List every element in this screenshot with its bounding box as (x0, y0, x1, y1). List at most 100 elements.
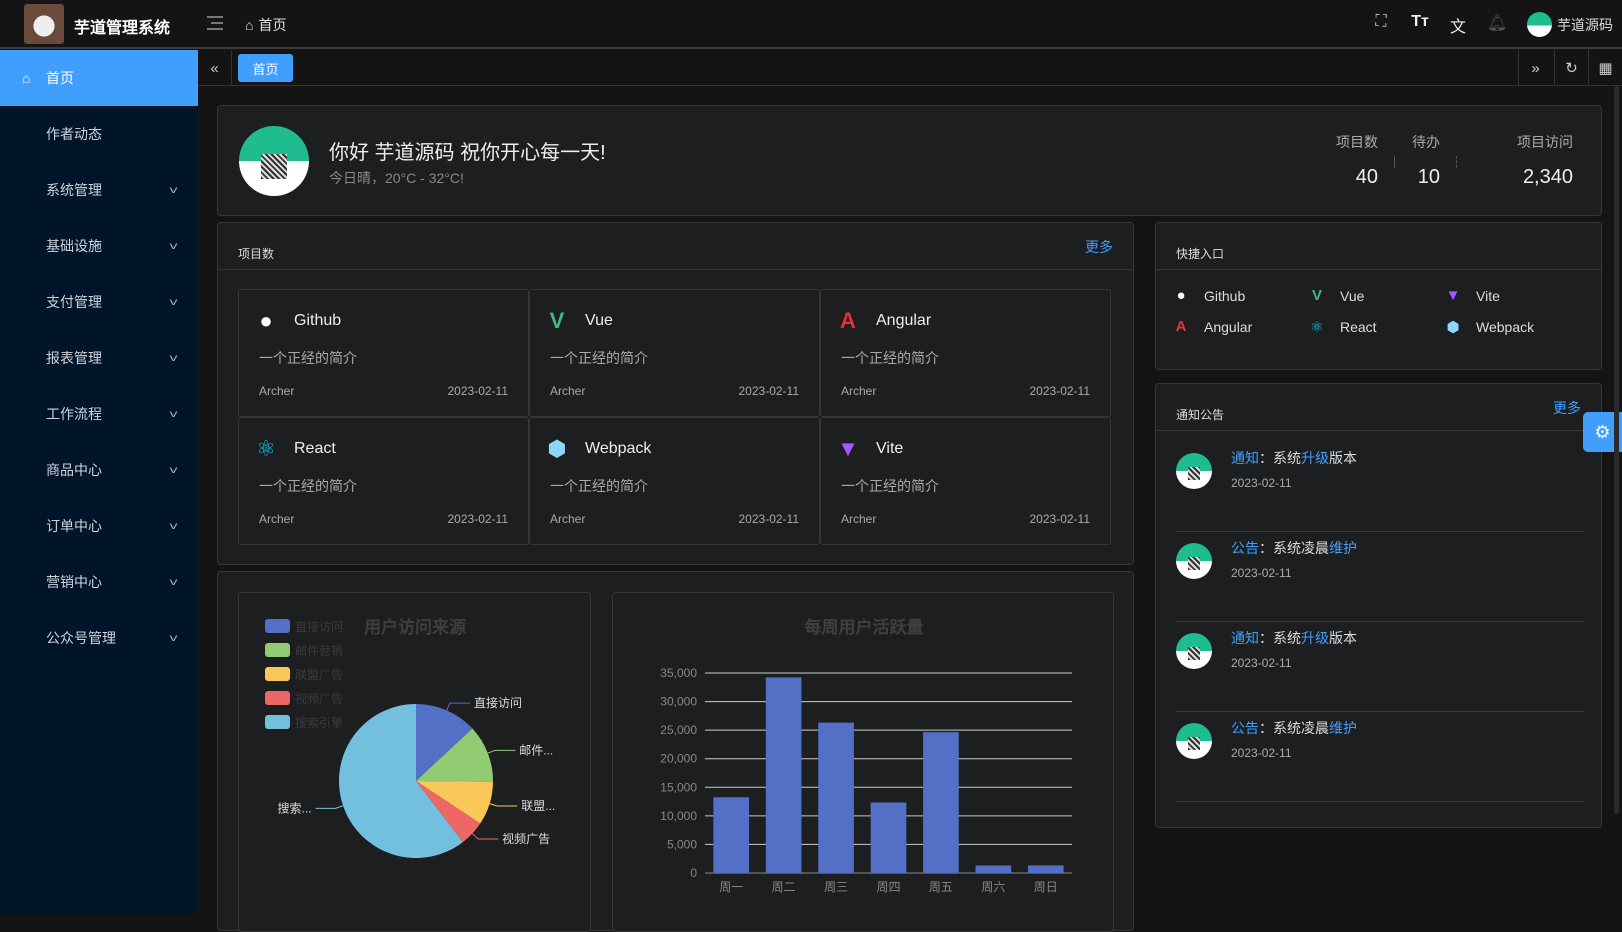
sidebar-item[interactable]: 营销中心 v (0, 554, 198, 610)
greeting: 你好 芋道源码 祝你开心每一天! (329, 142, 606, 164)
shortcut-link[interactable]: ▼ Vite (1444, 287, 1500, 304)
pie-label-line (471, 833, 499, 840)
notices-title: 通知公告 (1156, 384, 1601, 431)
breadcrumb[interactable]: ⌂ 首页 (245, 15, 286, 35)
project-card[interactable]: V Vue 一个正经的简介 Archer 2023-02-11 (529, 289, 820, 417)
bar (818, 722, 854, 873)
projects-title: 项目数 (218, 223, 1133, 270)
chevron-down-icon: v (169, 184, 178, 196)
welcome-avatar (239, 126, 309, 196)
notice-item[interactable]: 通知：系统升级版本 2023-02-11 (1176, 622, 1584, 712)
app-title: 芋道管理系统 (74, 20, 171, 37)
notice-item[interactable]: 通知：系统升级版本 2023-02-11 (1176, 442, 1584, 532)
x-tick-label: 周一 (719, 880, 743, 894)
shortcut-link[interactable]: A Angular (1172, 318, 1253, 335)
tab-home[interactable]: 首页 (238, 54, 293, 82)
home-icon: ⌂ (245, 17, 254, 33)
project-card[interactable]: ⚛ React 一个正经的简介 Archer 2023-02-11 (238, 417, 529, 545)
sidebar-item[interactable]: 系统管理 v (0, 162, 198, 218)
shortcut-label: Webpack (1476, 319, 1535, 335)
bar-chart: 每周用户活跃量 0 5,000 10,000 15,000 20,000 25,000 30,… (660, 617, 1072, 894)
sidebar-item[interactable]: 工作流程 v (0, 386, 198, 442)
notice-type: 公告 (1231, 540, 1259, 556)
project-author: Archer (259, 384, 295, 398)
pie-slice-label: 联盟... (521, 799, 555, 813)
project-card[interactable]: ⬢ Webpack 一个正经的简介 Archer 2023-02-11 (529, 417, 820, 545)
webpack-icon: ⬢ (1446, 319, 1460, 336)
notice-item[interactable]: 公告：系统凌晨维护 2023-02-11 (1176, 532, 1584, 622)
x-tick-label: 周日 (1034, 880, 1058, 894)
notice-sep: ： (1259, 630, 1273, 646)
weather: 今日晴，20°C - 32°C! (329, 170, 464, 186)
shortcut-link[interactable]: V Vue (1308, 287, 1364, 304)
scrollbar[interactable] (1614, 86, 1619, 814)
shortcuts-card: 快捷入口 ● Github V Vue ▼ Vite A Angular ⚛ React ⬢ Webp… (1155, 222, 1602, 370)
notice-highlight: 维护 (1329, 720, 1357, 736)
shortcut-link[interactable]: ⚛ React (1308, 318, 1376, 336)
project-author: Archer (550, 384, 586, 398)
sidebar: ⌂ 首页作者动态 系统管理 v 基础设施 v 支付管理 v 报表管理 v 工作流程 v 商品中心 v 订单中… (0, 50, 198, 914)
angular-icon: A (1175, 318, 1187, 335)
project-card[interactable]: ▼ Vite 一个正经的简介 Archer 2023-02-11 (820, 417, 1111, 545)
sidebar-item[interactable]: 报表管理 v (0, 330, 198, 386)
fullscreen-icon[interactable]: ⛶ (1375, 13, 1387, 30)
sidebar-item[interactable]: 公众号管理 v (0, 610, 198, 666)
y-tick-label: 25,000 (660, 723, 697, 737)
home-icon: ⌂ (22, 70, 31, 86)
project-card[interactable]: ● Github 一个正经的简介 Archer 2023-02-11 (238, 289, 529, 417)
project-desc: 一个正经的简介 (550, 350, 648, 366)
shortcut-label: Vite (1476, 287, 1500, 304)
notice-text: 系统凌晨 (1273, 720, 1329, 736)
scroll-right-icon[interactable]: » (1518, 50, 1552, 86)
legend-swatch (265, 691, 290, 705)
chevron-down-icon: v (169, 464, 178, 476)
stat-value: 40 (1355, 166, 1378, 188)
notices-more-link[interactable]: 更多 (1553, 400, 1581, 416)
projects-card: 项目数 更多 ● Github 一个正经的简介 Archer 2023-02-11… (217, 222, 1134, 565)
notice-avatar (1176, 723, 1212, 759)
project-name: React (294, 440, 336, 457)
shortcut-link[interactable]: ● Github (1172, 287, 1245, 304)
bell-icon[interactable]: 🔔︎ (1486, 15, 1508, 32)
x-tick-label: 周六 (981, 880, 1005, 894)
legend-label: 视频广告 (295, 691, 343, 706)
scroll-left-icon[interactable]: « (198, 50, 232, 86)
grid-menu-icon[interactable]: ▦ (1588, 50, 1622, 86)
legend-label: 邮件营销 (295, 644, 343, 658)
chevron-down-icon: v (169, 240, 178, 252)
angular-icon: A (840, 308, 856, 333)
chevron-down-icon: v (169, 632, 178, 644)
sidebar-item[interactable]: 支付管理 v (0, 274, 198, 330)
sidebar-item-label: 商品中心 (46, 462, 102, 478)
stat-label: 项目访问 (1517, 134, 1573, 150)
webpack-icon: ⬢ (547, 436, 567, 461)
shortcut-label: Vue (1340, 287, 1365, 304)
charts-card: 用户访问来源 直接访问 邮件营销 联盟广告 视频广告 搜索引擎 直接访问 邮件... 联盟...… (217, 571, 1134, 932)
shortcut-link[interactable]: ⬢ Webpack (1444, 318, 1534, 336)
breadcrumb-item[interactable]: 首页 (258, 17, 287, 33)
sidebar-item[interactable]: 基础设施 v (0, 218, 198, 274)
chevron-down-icon: v (169, 296, 178, 308)
sidebar-item[interactable]: 作者动态 (0, 106, 198, 162)
menu-collapse-icon[interactable] (207, 16, 223, 30)
notice-date: 2023-02-11 (1231, 656, 1292, 670)
username[interactable]: 芋道源码 (1557, 17, 1613, 33)
project-name: Webpack (585, 440, 652, 457)
notice-text: 版本 (1329, 630, 1357, 646)
projects-more-link[interactable]: 更多 (1085, 239, 1113, 255)
font-size-icon[interactable]: Tт (1411, 13, 1429, 30)
pie-slice-label: 直接访问 (474, 695, 522, 710)
y-tick-label: 0 (690, 866, 697, 880)
sidebar-item-label: 首页 (46, 70, 74, 86)
project-date: 2023-02-11 (738, 384, 800, 398)
bar (975, 865, 1012, 873)
sidebar-item[interactable]: 商品中心 v (0, 442, 198, 498)
project-author: Archer (841, 384, 877, 398)
project-card[interactable]: A Angular 一个正经的简介 Archer 2023-02-11 (820, 289, 1111, 417)
sidebar-item[interactable]: ⌂ 首页 (0, 50, 198, 106)
user-avatar[interactable] (1527, 12, 1552, 37)
sidebar-item[interactable]: 订单中心 v (0, 498, 198, 554)
refresh-icon[interactable]: ↻ (1554, 50, 1588, 86)
translate-icon[interactable]: 文 (1449, 19, 1466, 36)
notice-item[interactable]: 公告：系统凌晨维护 2023-02-11 (1176, 712, 1584, 802)
